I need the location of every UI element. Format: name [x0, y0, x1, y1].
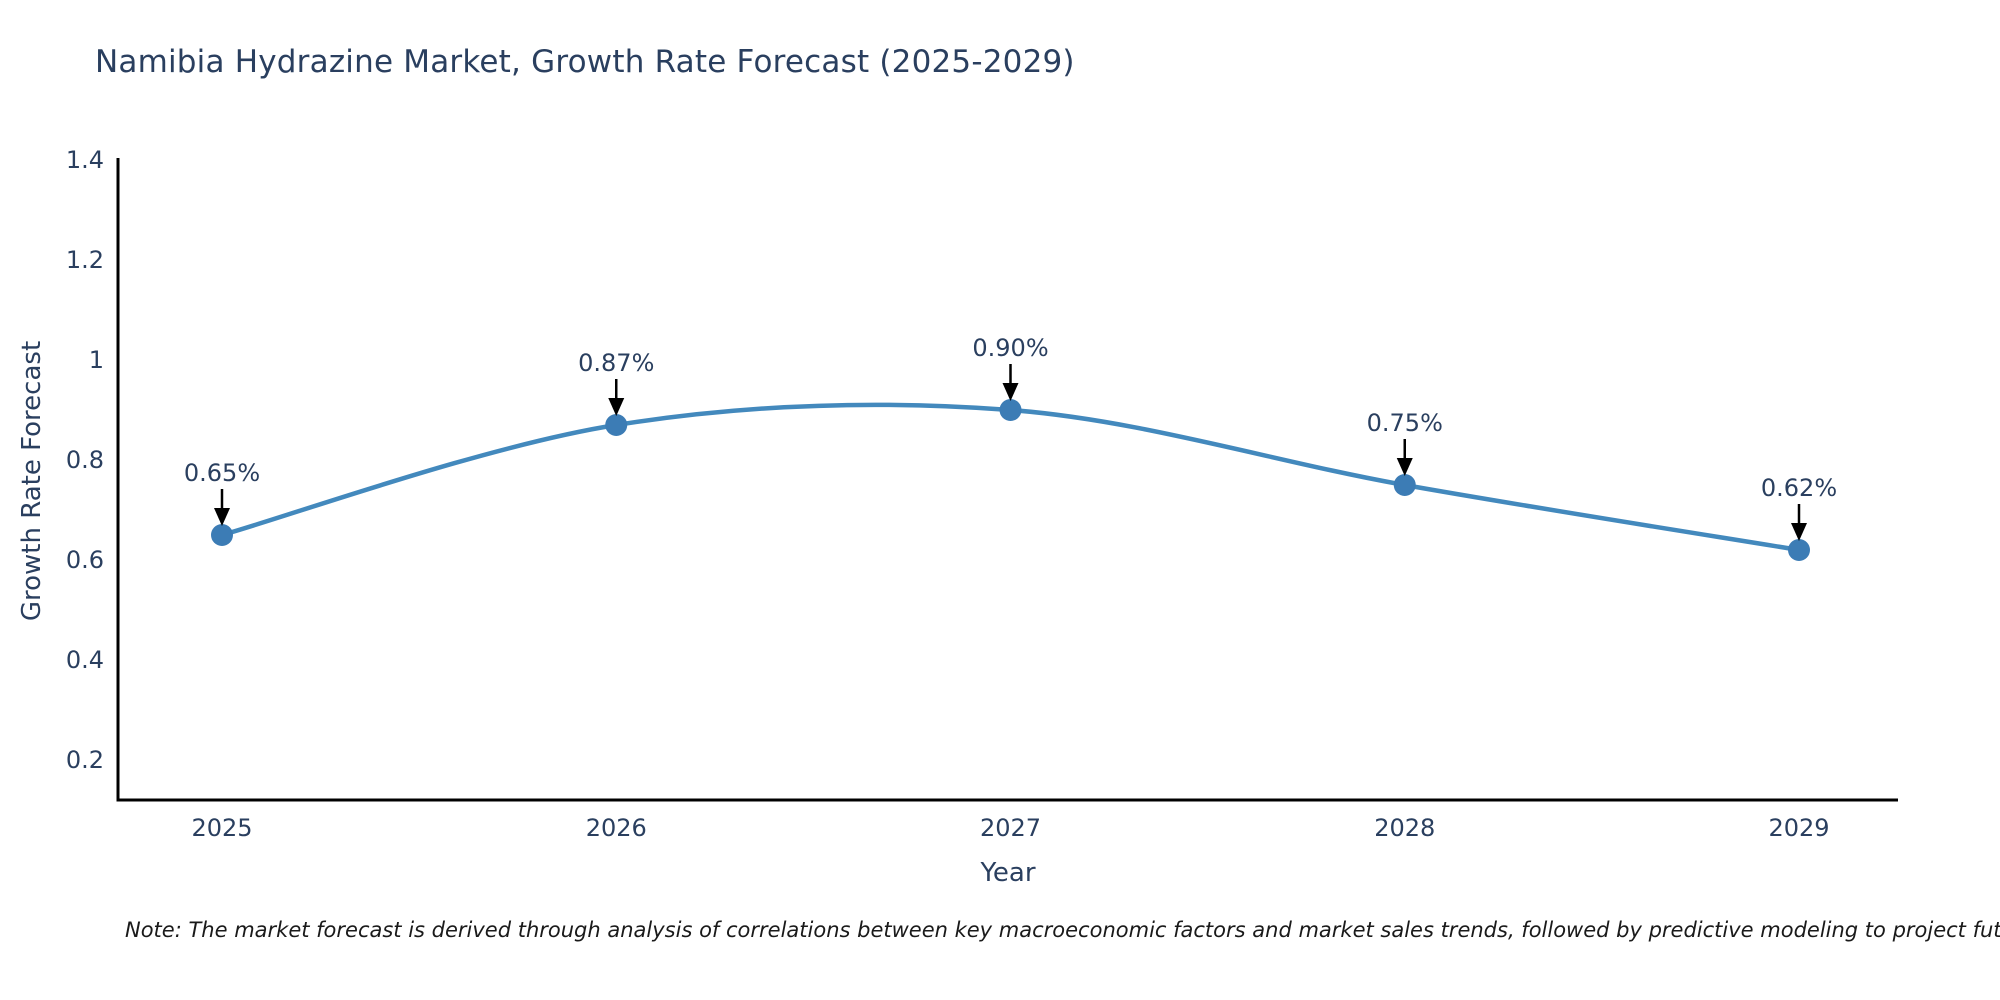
- footnote: Note: The market forecast is derived thr…: [125, 918, 2000, 942]
- data-point-label: 0.87%: [578, 349, 654, 377]
- data-point-marker: [605, 414, 628, 436]
- data-point-marker: [999, 399, 1022, 421]
- x-tick-label: 2029: [1768, 814, 1829, 842]
- x-tick-label: 2028: [1374, 814, 1435, 842]
- y-axis-title: Growth Rate Forecast: [17, 340, 47, 622]
- data-point-label: 0.62%: [1761, 474, 1837, 502]
- data-point-label: 0.65%: [184, 459, 260, 487]
- x-tick-label: 2027: [980, 814, 1041, 842]
- y-tick-label: 1.4: [66, 146, 104, 174]
- y-tick-label: 0.4: [66, 646, 104, 674]
- y-tick-label: 0.2: [66, 746, 104, 774]
- x-tick-label: 2026: [586, 814, 647, 842]
- forecast-line: [219, 402, 1802, 553]
- annotation-arrow-head: [214, 508, 230, 526]
- x-axis-title: Year: [980, 858, 1036, 888]
- y-tick-label: 1: [89, 346, 104, 374]
- y-tick-label: 0.6: [66, 546, 104, 574]
- data-point-marker: [1393, 474, 1416, 496]
- data-point-label: 0.90%: [972, 334, 1048, 362]
- data-point-label: 0.75%: [1367, 409, 1443, 437]
- annotation-arrow-head: [1396, 458, 1413, 476]
- chart-title: Namibia Hydrazine Market, Growth Rate Fo…: [95, 44, 1075, 80]
- data-point-marker: [1788, 539, 1810, 561]
- data-point-marker: [211, 524, 233, 546]
- annotation-arrow-head: [608, 398, 625, 416]
- y-tick-label: 1.2: [66, 246, 104, 274]
- annotation-arrow-head: [1791, 523, 1807, 541]
- x-tick-label: 2025: [191, 814, 252, 842]
- y-tick-label: 0.8: [66, 446, 104, 474]
- annotation-arrow-head: [1002, 383, 1019, 401]
